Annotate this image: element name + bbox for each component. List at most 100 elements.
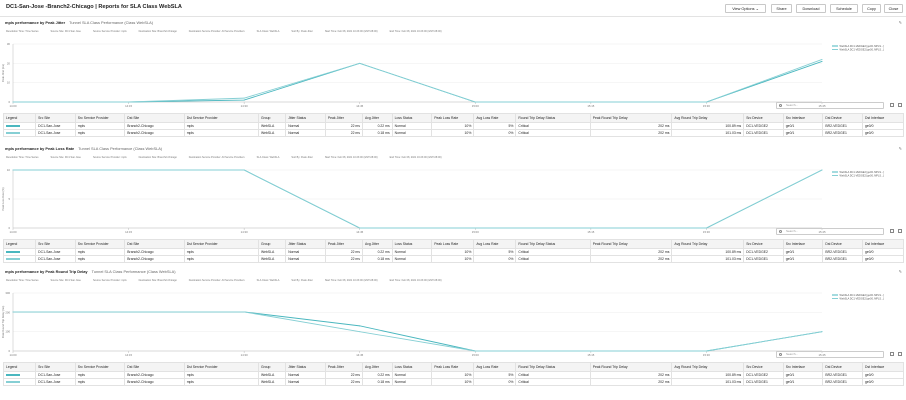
table-row[interactable]: DC1-San-Jose mpls Branch2-Chicago mpls WebSL… <box>2 122 904 130</box>
table-row[interactable]: DC1-San-Jose mpls Branch2-Chicago mpls WebSL… <box>2 255 904 263</box>
column-header[interactable]: Legend <box>2 362 37 372</box>
table-cell: ge0/0 <box>862 129 904 137</box>
column-header[interactable]: Src Site <box>35 239 76 249</box>
column-header[interactable]: Round Trip Delay Status <box>515 239 591 249</box>
filter-label: Destination Service Provider: All Servic… <box>188 156 245 159</box>
column-header[interactable]: Peak Round Trip Delay <box>589 239 673 249</box>
search-input[interactable]: Search... <box>776 102 884 109</box>
view-options-button[interactable]: View Options ⌄ <box>725 4 766 13</box>
legend-entry[interactable]: WebSLA DC1-VEDGE2 [ge0/1 MPLS...] <box>840 171 885 174</box>
column-header[interactable]: Round Trip Delay Status <box>515 362 591 372</box>
table-cell: Normal <box>285 378 326 386</box>
schedule-button[interactable]: Schedule <box>830 4 858 13</box>
search-placeholder: Search... <box>786 352 799 356</box>
copy-button[interactable]: Copy <box>862 4 881 13</box>
legend-entry[interactable]: WebSLA DC1-VEDGE2 [ge0/1 MPLS...] <box>840 49 885 52</box>
column-header[interactable]: Avg Jitter <box>361 362 393 372</box>
export-icon[interactable] <box>898 229 902 233</box>
column-header[interactable]: Avg Loss Rate <box>473 362 517 372</box>
column-header[interactable]: Peak Loss Rate <box>431 239 475 249</box>
column-header[interactable]: Group <box>257 239 287 249</box>
column-header[interactable]: Src Service Provider <box>74 239 126 249</box>
column-header[interactable]: Avg Loss Rate <box>473 113 517 123</box>
download-button[interactable]: Download <box>796 4 826 13</box>
section-title: mpls performance by Peak Jitter <box>5 20 66 25</box>
column-header[interactable]: Avg Jitter <box>361 239 393 249</box>
column-header[interactable]: Peak Round Trip Delay <box>589 362 673 372</box>
column-header[interactable]: Dst Service Provider <box>183 239 259 249</box>
column-header[interactable]: Jitter Status <box>285 362 326 372</box>
column-header[interactable]: Dst Service Provider <box>183 113 259 123</box>
column-header[interactable]: Dst Interface <box>862 362 904 372</box>
column-header[interactable]: Dst Device <box>822 239 864 249</box>
column-header[interactable]: Src Interface <box>782 239 824 249</box>
share-button[interactable]: Share <box>771 4 792 13</box>
legend-entry[interactable]: WebSLA DC1-VEDGE2 [ge0/1 MPLS...] <box>840 294 885 297</box>
legend-entry[interactable]: WebSLA DC1-VEDGE2 [ge0/1 MPLS...] <box>840 45 885 48</box>
column-header[interactable]: Peak Jitter <box>324 362 363 372</box>
column-header[interactable]: Round Trip Delay Status <box>515 113 591 123</box>
search-input[interactable]: Search... <box>776 228 884 235</box>
edit-icon[interactable]: ✎ <box>898 20 902 25</box>
column-settings-icon[interactable] <box>890 352 894 356</box>
column-header[interactable]: Dst Device <box>822 113 864 123</box>
table-cell: ge0/0 <box>862 371 904 379</box>
column-header[interactable]: Src Interface <box>782 113 824 123</box>
search-input[interactable]: Search... <box>776 351 884 358</box>
data-point <box>12 101 14 103</box>
table-row[interactable]: DC1-San-Jose mpls Branch2-Chicago mpls WebSL… <box>2 248 904 256</box>
column-header[interactable]: Peak Jitter <box>324 239 363 249</box>
table-row[interactable]: DC1-San-Jose mpls Branch2-Chicago mpls WebSL… <box>2 371 904 379</box>
close-button[interactable]: Close <box>884 4 903 13</box>
column-header[interactable]: Src Service Provider <box>74 113 126 123</box>
table-row[interactable]: DC1-San-Jose mpls Branch2-Chicago mpls WebSL… <box>2 129 904 137</box>
column-header[interactable]: Src Device <box>743 239 784 249</box>
column-header[interactable]: Legend <box>2 113 37 123</box>
column-header[interactable]: Group <box>257 362 287 372</box>
column-header[interactable]: Peak Round Trip Delay <box>589 113 673 123</box>
edit-icon[interactable]: ✎ <box>898 146 902 151</box>
x-tick-label: 15:30 <box>703 230 710 234</box>
export-icon[interactable] <box>898 352 902 356</box>
column-header[interactable]: Group <box>257 113 287 123</box>
column-header[interactable]: Src Site <box>35 362 76 372</box>
column-header[interactable]: Dst Service Provider <box>183 362 259 372</box>
column-header[interactable]: Loss Status <box>391 113 433 123</box>
legend-entry[interactable]: WebSLA DC1-VEDGE2 [ge0/1 MPLS...] <box>840 298 885 301</box>
column-header[interactable]: Dst Interface <box>862 239 904 249</box>
column-header[interactable]: Src Device <box>743 113 784 123</box>
column-header[interactable]: Avg Round Trip Delay <box>671 239 745 249</box>
table-cell: 0.18 ms <box>361 129 393 137</box>
export-icon[interactable] <box>898 103 902 107</box>
column-header[interactable]: Loss Status <box>391 362 433 372</box>
column-header[interactable]: Src Service Provider <box>74 362 126 372</box>
table-row[interactable]: DC1-San-Jose mpls Branch2-Chicago mpls WebSL… <box>2 378 904 386</box>
column-header[interactable]: Peak Jitter <box>324 113 363 123</box>
column-header[interactable]: Avg Jitter <box>361 113 393 123</box>
column-header[interactable]: Src Device <box>743 362 784 372</box>
column-header[interactable]: Src Site <box>35 113 76 123</box>
section-heading: mpls performance by Peak Round Trip Dela… <box>5 269 176 274</box>
column-header[interactable]: Avg Round Trip Delay <box>671 362 745 372</box>
column-header[interactable]: Avg Loss Rate <box>473 239 517 249</box>
filter-summary: Resolution Time: Time Series Source Site:… <box>6 279 454 282</box>
column-header[interactable]: Dst Device <box>822 362 864 372</box>
column-header[interactable]: Dst Site <box>124 362 185 372</box>
column-header[interactable]: Jitter Status <box>285 113 326 123</box>
column-header[interactable]: Jitter Status <box>285 239 326 249</box>
data-point <box>12 169 14 171</box>
column-header[interactable]: Legend <box>2 239 37 249</box>
section-heading: mpls performance by Peak Jitter Tunnel SL… <box>5 20 153 25</box>
column-header[interactable]: Src Interface <box>782 362 824 372</box>
column-settings-icon[interactable] <box>890 229 894 233</box>
column-header[interactable]: Dst Site <box>124 113 185 123</box>
column-header[interactable]: Loss Status <box>391 239 433 249</box>
column-settings-icon[interactable] <box>890 103 894 107</box>
column-header[interactable]: Dst Site <box>124 239 185 249</box>
column-header[interactable]: Avg Round Trip Delay <box>671 113 745 123</box>
column-header[interactable]: Peak Loss Rate <box>431 113 475 123</box>
column-header[interactable]: Peak Loss Rate <box>431 362 475 372</box>
column-header[interactable]: Dst Interface <box>862 113 904 123</box>
edit-icon[interactable]: ✎ <box>898 269 902 274</box>
legend-entry[interactable]: WebSLA DC1-VEDGE2 [ge0/1 MPLS...] <box>840 175 885 178</box>
